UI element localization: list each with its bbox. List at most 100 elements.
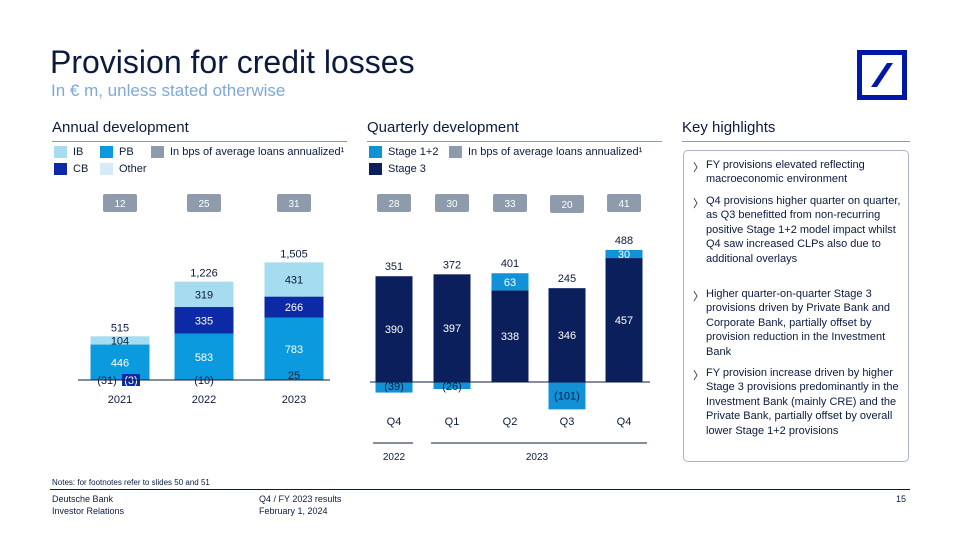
highlight-item: Higher quarter-on-quarter Stage 3 provis… [706,288,891,358]
legend-pb-swatch [100,146,113,158]
legend-ib: IB [54,146,83,158]
data-label-other: (31) [97,375,117,387]
bps-badge [377,194,411,212]
legend-other-swatch [100,163,113,175]
bps-badge [607,194,641,212]
data-label-total: 372 [443,259,461,271]
annual-chart: 446 104 (31) (3) 515 12 2021 583 335 319 (10) 1,226… [78,194,330,406]
highlights-divider [682,141,910,142]
bps-badge [493,194,527,212]
x-tick-label: Q4 [387,416,402,428]
bps-label: 30 [446,199,458,210]
footer-report: Q4 / FY 2023 results [259,494,342,504]
data-label-total: 1,505 [280,248,308,260]
data-label-ib: 319 [195,289,213,301]
data-label-total: 515 [111,322,129,334]
bps-label: 31 [288,199,300,210]
page-number: 15 [896,494,907,504]
bps-badge [187,194,221,212]
data-label-stage12: (26) [442,381,462,393]
page-title: Provision for credit losses [50,44,415,80]
data-label-pb: 583 [195,352,213,364]
bullet-chevron-icon: 〉 [693,198,704,210]
quarterly-heading: Quarterly development [367,119,519,136]
deutsche-bank-logo-icon [857,50,907,100]
data-label-other: 25 [288,370,300,382]
bar-stage3 [375,276,413,382]
bar-stage12 [375,382,413,393]
data-label-cb: (3) [124,375,137,387]
bar-stage3 [433,274,471,382]
highlights-heading: Key highlights [682,119,776,136]
year-group-label: 2022 [383,452,406,463]
data-label-ib: 104 [111,335,129,347]
bps-label: 20 [561,200,573,211]
footer-company: Deutsche Bank [52,494,114,504]
bps-label: 41 [618,199,630,210]
legend-pb-label: PB [119,146,134,158]
bar-cb [264,296,324,318]
bps-badge [103,194,137,212]
bps-badge [435,194,469,212]
annual-heading: Annual development [52,119,189,136]
highlight-item: FY provisions elevated reflecting macroe… [706,159,865,186]
data-label-stage3: 390 [385,324,403,336]
legend-other: Other [100,163,147,175]
bullet-chevron-icon: 〉 [693,291,704,303]
data-label-stage12: 30 [618,249,630,261]
bps-label: 33 [504,199,516,210]
bar-pb [174,333,234,380]
data-label-total: 401 [501,258,519,270]
x-tick-label: 2022 [192,394,216,406]
x-tick-label: Q3 [560,416,575,428]
legend-bps-q-swatch [449,146,462,158]
deutsche-bank-logo [857,50,907,100]
bar-stage12 [605,249,643,259]
annual-divider [52,141,347,142]
legend-stage12-label: Stage 1+2 [388,146,439,158]
data-label-stage3: 397 [443,323,461,335]
legend-stage12-swatch [369,146,382,158]
data-label-stage3: 338 [501,331,519,343]
legend-other-label: Other [119,163,147,175]
bullet-chevron-icon: 〉 [693,370,704,382]
bar-stage3 [491,290,529,382]
data-label-stage12: 63 [504,277,516,289]
bps-badge [277,194,311,212]
data-label-pb: 446 [111,357,129,369]
bps-badge [550,195,584,213]
data-label-stage12: (39) [384,381,404,393]
footnote: Notes: for footnotes refer to slides 50 … [52,478,210,487]
year-group-label: 2023 [526,452,549,463]
bar-stage12 [548,382,586,410]
legend-pb: PB [100,146,134,158]
legend-bps-quarterly: In bps of average loans annualized¹ [449,146,642,158]
x-tick-label: 2021 [108,394,132,406]
legend-bps-q-label: In bps of average loans annualized¹ [468,146,643,158]
legend-bps-annual: In bps of average loans annualized¹ [151,146,344,158]
legend-stage3-label: Stage 3 [388,163,426,175]
highlights-panel: 〉 FY provisions elevated reflecting macr… [683,150,909,462]
data-label-cb: 335 [195,315,213,327]
footer-department: Investor Relations [52,506,125,516]
bps-label: 28 [388,199,400,210]
legend-ib-label: IB [73,146,84,158]
highlight-item: FY provision increase driven by higher S… [706,367,899,437]
bar-ib [264,262,324,297]
bar-ib [90,336,150,345]
quarterly-chart: 390 (39) 351 28 Q4 397 (26) 372 30 Q1 338 63 401 33 Q2… [370,194,650,463]
legend-ib-swatch [54,146,67,158]
data-label-stage12: (101) [554,391,580,403]
legend-cb-label: CB [73,163,89,175]
legend-stage3: Stage 3 [369,163,426,175]
bps-label: 12 [114,199,126,210]
legend-stage12: Stage 1+2 [369,146,438,158]
bar-stage12 [491,273,529,291]
data-label-cb: 266 [285,302,303,314]
x-tick-label: Q4 [617,416,632,428]
data-label-stage3: 457 [615,315,633,327]
bar-ib [174,281,234,308]
footer-date: February 1, 2024 [259,506,328,516]
data-label-total: 245 [558,273,576,285]
highlight-item: Q4 provisions higher quarter on quarter,… [706,195,901,265]
